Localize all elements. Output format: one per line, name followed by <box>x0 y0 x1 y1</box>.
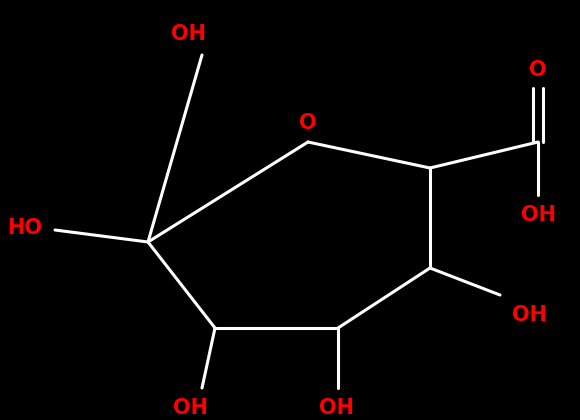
Text: O: O <box>299 113 317 133</box>
Text: OH: OH <box>318 398 353 418</box>
Text: OH: OH <box>171 24 205 44</box>
Text: OH: OH <box>172 398 208 418</box>
Text: O: O <box>529 60 547 80</box>
Text: OH: OH <box>520 205 556 225</box>
Text: OH: OH <box>512 305 547 325</box>
Text: HO: HO <box>7 218 42 238</box>
